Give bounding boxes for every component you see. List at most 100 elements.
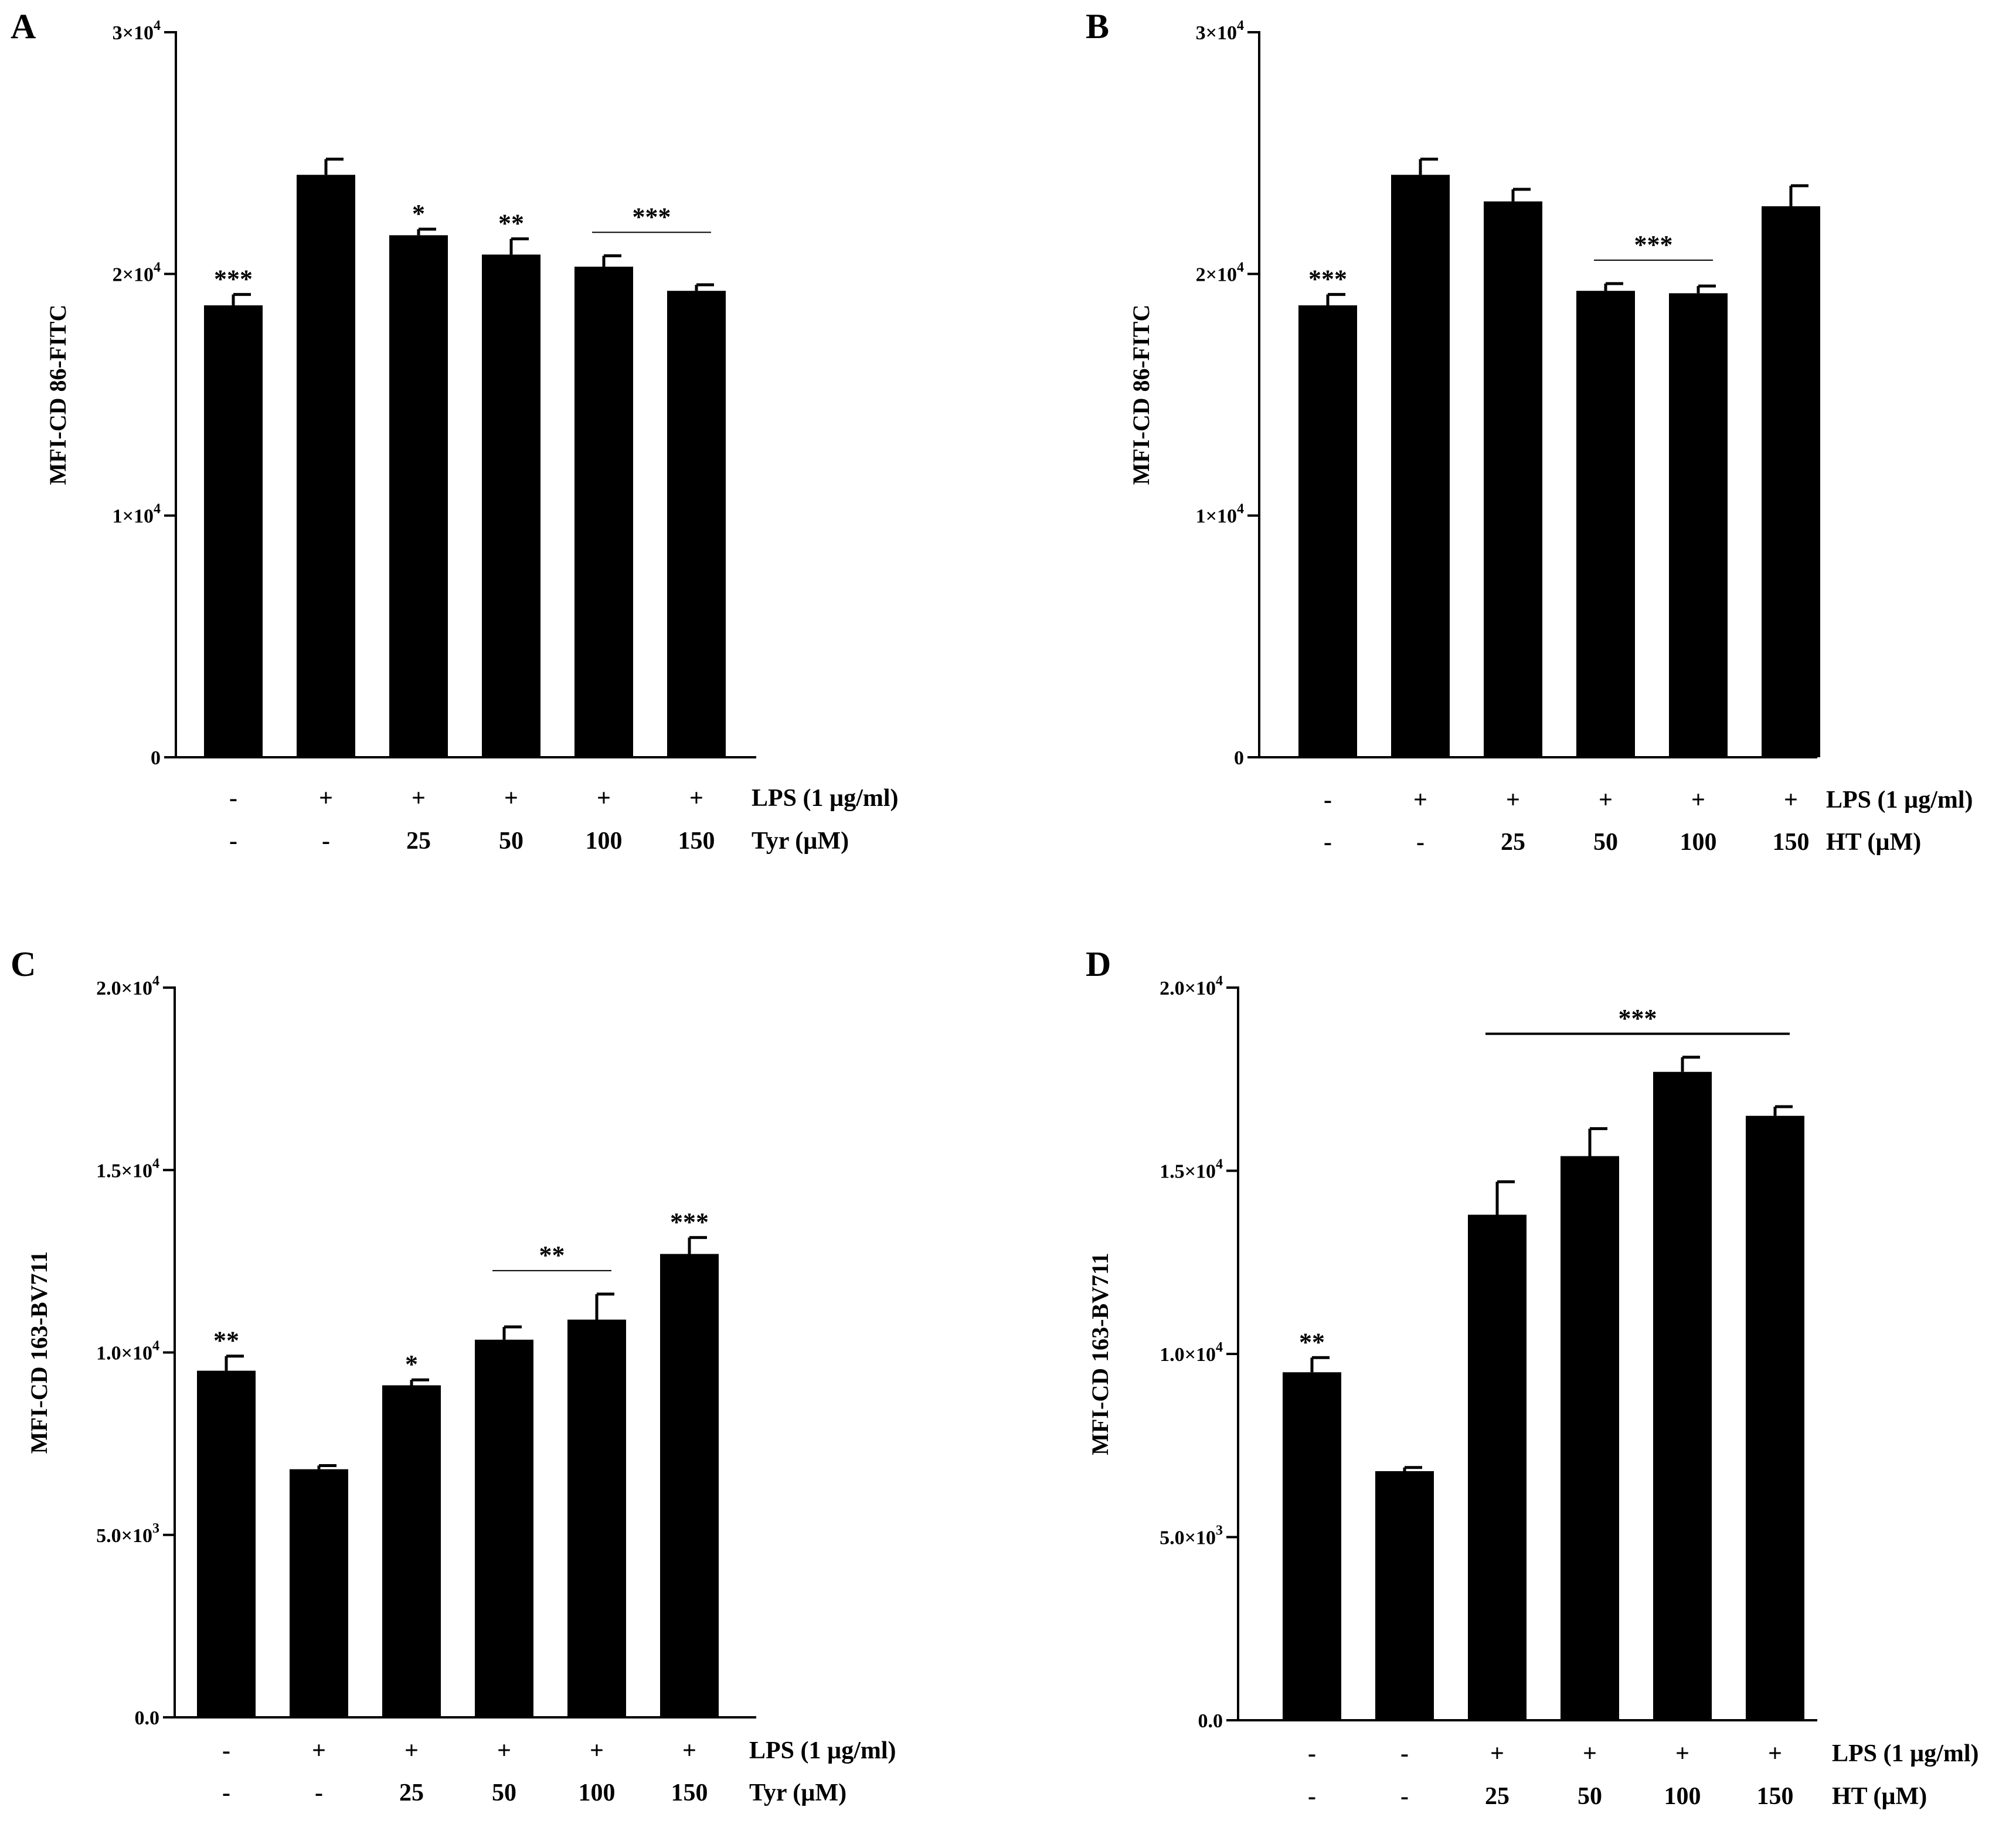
bar bbox=[290, 1469, 348, 1717]
treatment-label: 50 bbox=[492, 1779, 516, 1806]
bar bbox=[1298, 305, 1357, 757]
treatment-label: + bbox=[1583, 1740, 1597, 1767]
treatment-label: - bbox=[315, 1779, 323, 1806]
y-tick-label: 2×104 bbox=[1196, 260, 1244, 285]
bracket-label: ** bbox=[539, 1241, 565, 1270]
panel-label: C bbox=[11, 945, 36, 984]
treatment-label: 50 bbox=[1593, 829, 1618, 856]
y-tick-label: 1×104 bbox=[1196, 502, 1244, 528]
treatment-label: + bbox=[319, 785, 333, 812]
treatment-label: + bbox=[1490, 1740, 1504, 1767]
y-axis-title: MFI-CD 86-FITC bbox=[1128, 305, 1154, 485]
treatment-label: - bbox=[222, 1737, 230, 1764]
panel-label: B bbox=[1086, 7, 1109, 46]
treatment-label: + bbox=[597, 785, 611, 812]
bar bbox=[1669, 293, 1728, 757]
bar bbox=[1375, 1471, 1434, 1720]
treatment-label: + bbox=[1784, 787, 1798, 814]
y-tick-label: 3×104 bbox=[1196, 18, 1244, 44]
treatment-label: + bbox=[1599, 787, 1613, 814]
treatment-label: + bbox=[682, 1737, 696, 1764]
y-tick-label: 2.0×104 bbox=[96, 974, 159, 999]
treatment-label: - bbox=[1324, 787, 1332, 814]
y-tick-label: 0 bbox=[1234, 747, 1244, 769]
significance-label: *** bbox=[1308, 264, 1347, 293]
treatment-label: + bbox=[1691, 787, 1705, 814]
y-tick-label: 2×104 bbox=[113, 260, 161, 285]
treatment-label: - bbox=[1400, 1740, 1409, 1767]
treatment-label: + bbox=[689, 785, 703, 812]
treatment-row-name: HT (µM) bbox=[1832, 1783, 1927, 1810]
significance-label: *** bbox=[670, 1207, 709, 1236]
bar bbox=[197, 1370, 256, 1717]
treatment-label: - bbox=[1416, 829, 1425, 856]
bracket-label: *** bbox=[633, 202, 671, 231]
treatment-label: 50 bbox=[1578, 1783, 1602, 1810]
significance-label: * bbox=[412, 199, 425, 228]
treatment-label: 25 bbox=[1501, 829, 1525, 856]
treatment-label: 150 bbox=[1773, 829, 1810, 856]
bar bbox=[482, 254, 540, 757]
treatment-label: - bbox=[229, 828, 237, 855]
bar bbox=[660, 1254, 719, 1717]
y-tick-label: 3×104 bbox=[113, 18, 161, 44]
treatment-label: - bbox=[222, 1779, 230, 1806]
bar bbox=[1746, 1115, 1804, 1720]
treatment-label: + bbox=[504, 785, 518, 812]
treatment-label: + bbox=[312, 1737, 326, 1764]
significance-label: ** bbox=[1299, 1328, 1325, 1356]
treatment-label: 25 bbox=[1485, 1783, 1510, 1810]
significance-label: *** bbox=[214, 264, 253, 293]
panel-c: C 0.0 5.0×103 1.0×104 1.5×104 2.0×104 MFI-CD 1… bbox=[11, 945, 896, 1806]
y-tick-label: 1.0×104 bbox=[96, 1339, 159, 1364]
significance-label: * bbox=[405, 1350, 418, 1379]
y-tick-label: 1.5×104 bbox=[96, 1156, 159, 1182]
panel-label: D bbox=[1086, 945, 1111, 984]
bar bbox=[297, 175, 355, 757]
treatment-label: 150 bbox=[671, 1779, 708, 1806]
y-axis-title: MFI-CD 86-FITC bbox=[45, 305, 71, 485]
treatment-label: 150 bbox=[1757, 1783, 1794, 1810]
treatment-label: - bbox=[1324, 829, 1332, 856]
treatment-label: + bbox=[1675, 1740, 1689, 1767]
bar bbox=[1762, 206, 1820, 757]
treatment-row-name: LPS (1 µg/ml) bbox=[1832, 1740, 1979, 1767]
significance-label: ** bbox=[213, 1326, 239, 1355]
significance-label: ** bbox=[498, 209, 524, 238]
bar bbox=[1283, 1372, 1341, 1720]
y-tick-label: 1.5×104 bbox=[1160, 1157, 1223, 1183]
treatment-label: - bbox=[1308, 1783, 1316, 1810]
treatment-label: + bbox=[1413, 787, 1427, 814]
bracket-label: *** bbox=[1634, 230, 1673, 259]
treatment-label: - bbox=[1400, 1783, 1409, 1810]
treatment-label: 25 bbox=[399, 1779, 424, 1806]
treatment-row-name: Tyr (µM) bbox=[749, 1779, 846, 1806]
bar bbox=[389, 235, 448, 757]
y-tick-label: 0.0 bbox=[135, 1707, 160, 1729]
treatment-label: + bbox=[404, 1737, 419, 1764]
y-tick-label: 5.0×103 bbox=[1160, 1523, 1223, 1549]
bar bbox=[475, 1339, 533, 1717]
panel-b: B 0 1×104 2×104 3×104 MFI-CD 86-FITC *** *** - + +… bbox=[1086, 7, 1973, 856]
treatment-label: + bbox=[1768, 1740, 1782, 1767]
bracket-label: *** bbox=[1619, 1004, 1657, 1033]
treatment-row-name: LPS (1 µg/ml) bbox=[749, 1737, 896, 1764]
y-tick-label: 5.0×103 bbox=[96, 1521, 159, 1547]
treatment-row-name: LPS (1 µg/ml) bbox=[752, 785, 899, 812]
y-axis-title: MFI-CD 163-BV711 bbox=[1087, 1253, 1113, 1455]
treatment-row-name: LPS (1 µg/ml) bbox=[1826, 787, 1973, 814]
treatment-label: 100 bbox=[579, 1779, 616, 1806]
bar bbox=[1653, 1071, 1712, 1720]
bar bbox=[1484, 201, 1542, 758]
bar bbox=[667, 291, 726, 757]
bar bbox=[1468, 1214, 1527, 1720]
treatment-label: 100 bbox=[586, 828, 623, 855]
treatment-label: - bbox=[1308, 1740, 1316, 1767]
bar bbox=[204, 305, 263, 757]
treatment-label: 150 bbox=[678, 828, 715, 855]
bar bbox=[574, 266, 633, 757]
y-tick-label: 1×104 bbox=[113, 502, 161, 528]
y-tick-label: 2.0×104 bbox=[1160, 974, 1223, 999]
